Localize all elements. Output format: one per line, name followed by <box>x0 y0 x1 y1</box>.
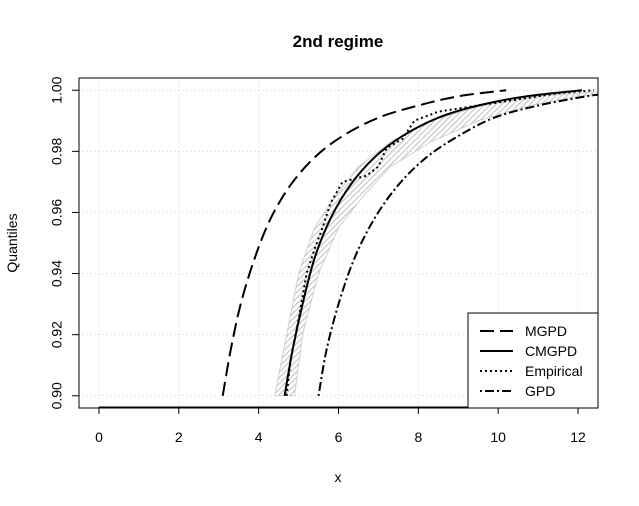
y-tick-label: 1.00 <box>49 76 65 103</box>
x-tick-label: 2 <box>175 429 183 445</box>
y-axis-label: Quantiles <box>4 213 20 272</box>
x-tick-label: 12 <box>570 429 586 445</box>
x-tick-label: 0 <box>95 429 103 445</box>
x-axis-label: x <box>335 469 342 485</box>
x-tick-label: 6 <box>335 429 343 445</box>
y-tick-label: 0.94 <box>49 260 65 287</box>
legend-label-mgpd: MGPD <box>525 323 567 339</box>
x-tick-label: 8 <box>414 429 422 445</box>
series-line-empirical <box>285 89 595 396</box>
series-lines <box>221 89 599 396</box>
legend-label-gpd: GPD <box>525 383 555 399</box>
chart-title: 2nd regime <box>293 32 384 51</box>
y-tick-label: 0.98 <box>49 137 65 164</box>
series-line-gpd <box>317 93 599 396</box>
x-tick-label: 4 <box>255 429 263 445</box>
legend: MGPD CMGPD Empirical GPD <box>467 312 599 409</box>
legend-box <box>467 312 599 409</box>
y-tick-label: 0.96 <box>49 199 65 226</box>
legend-label-cmgpd: CMGPD <box>525 343 577 359</box>
legend-label-empirical: Empirical <box>525 363 583 379</box>
y-tick-label: 0.90 <box>49 382 65 409</box>
y-axis: 0.90 0.92 0.94 0.96 0.98 1.00 <box>49 76 80 409</box>
series-line-mgpd <box>221 89 507 396</box>
x-tick-label: 10 <box>490 429 506 445</box>
series-line-cmgpd <box>283 89 583 396</box>
y-tick-label: 0.92 <box>49 321 65 348</box>
x-axis: 0 2 4 6 8 10 12 <box>95 406 586 445</box>
